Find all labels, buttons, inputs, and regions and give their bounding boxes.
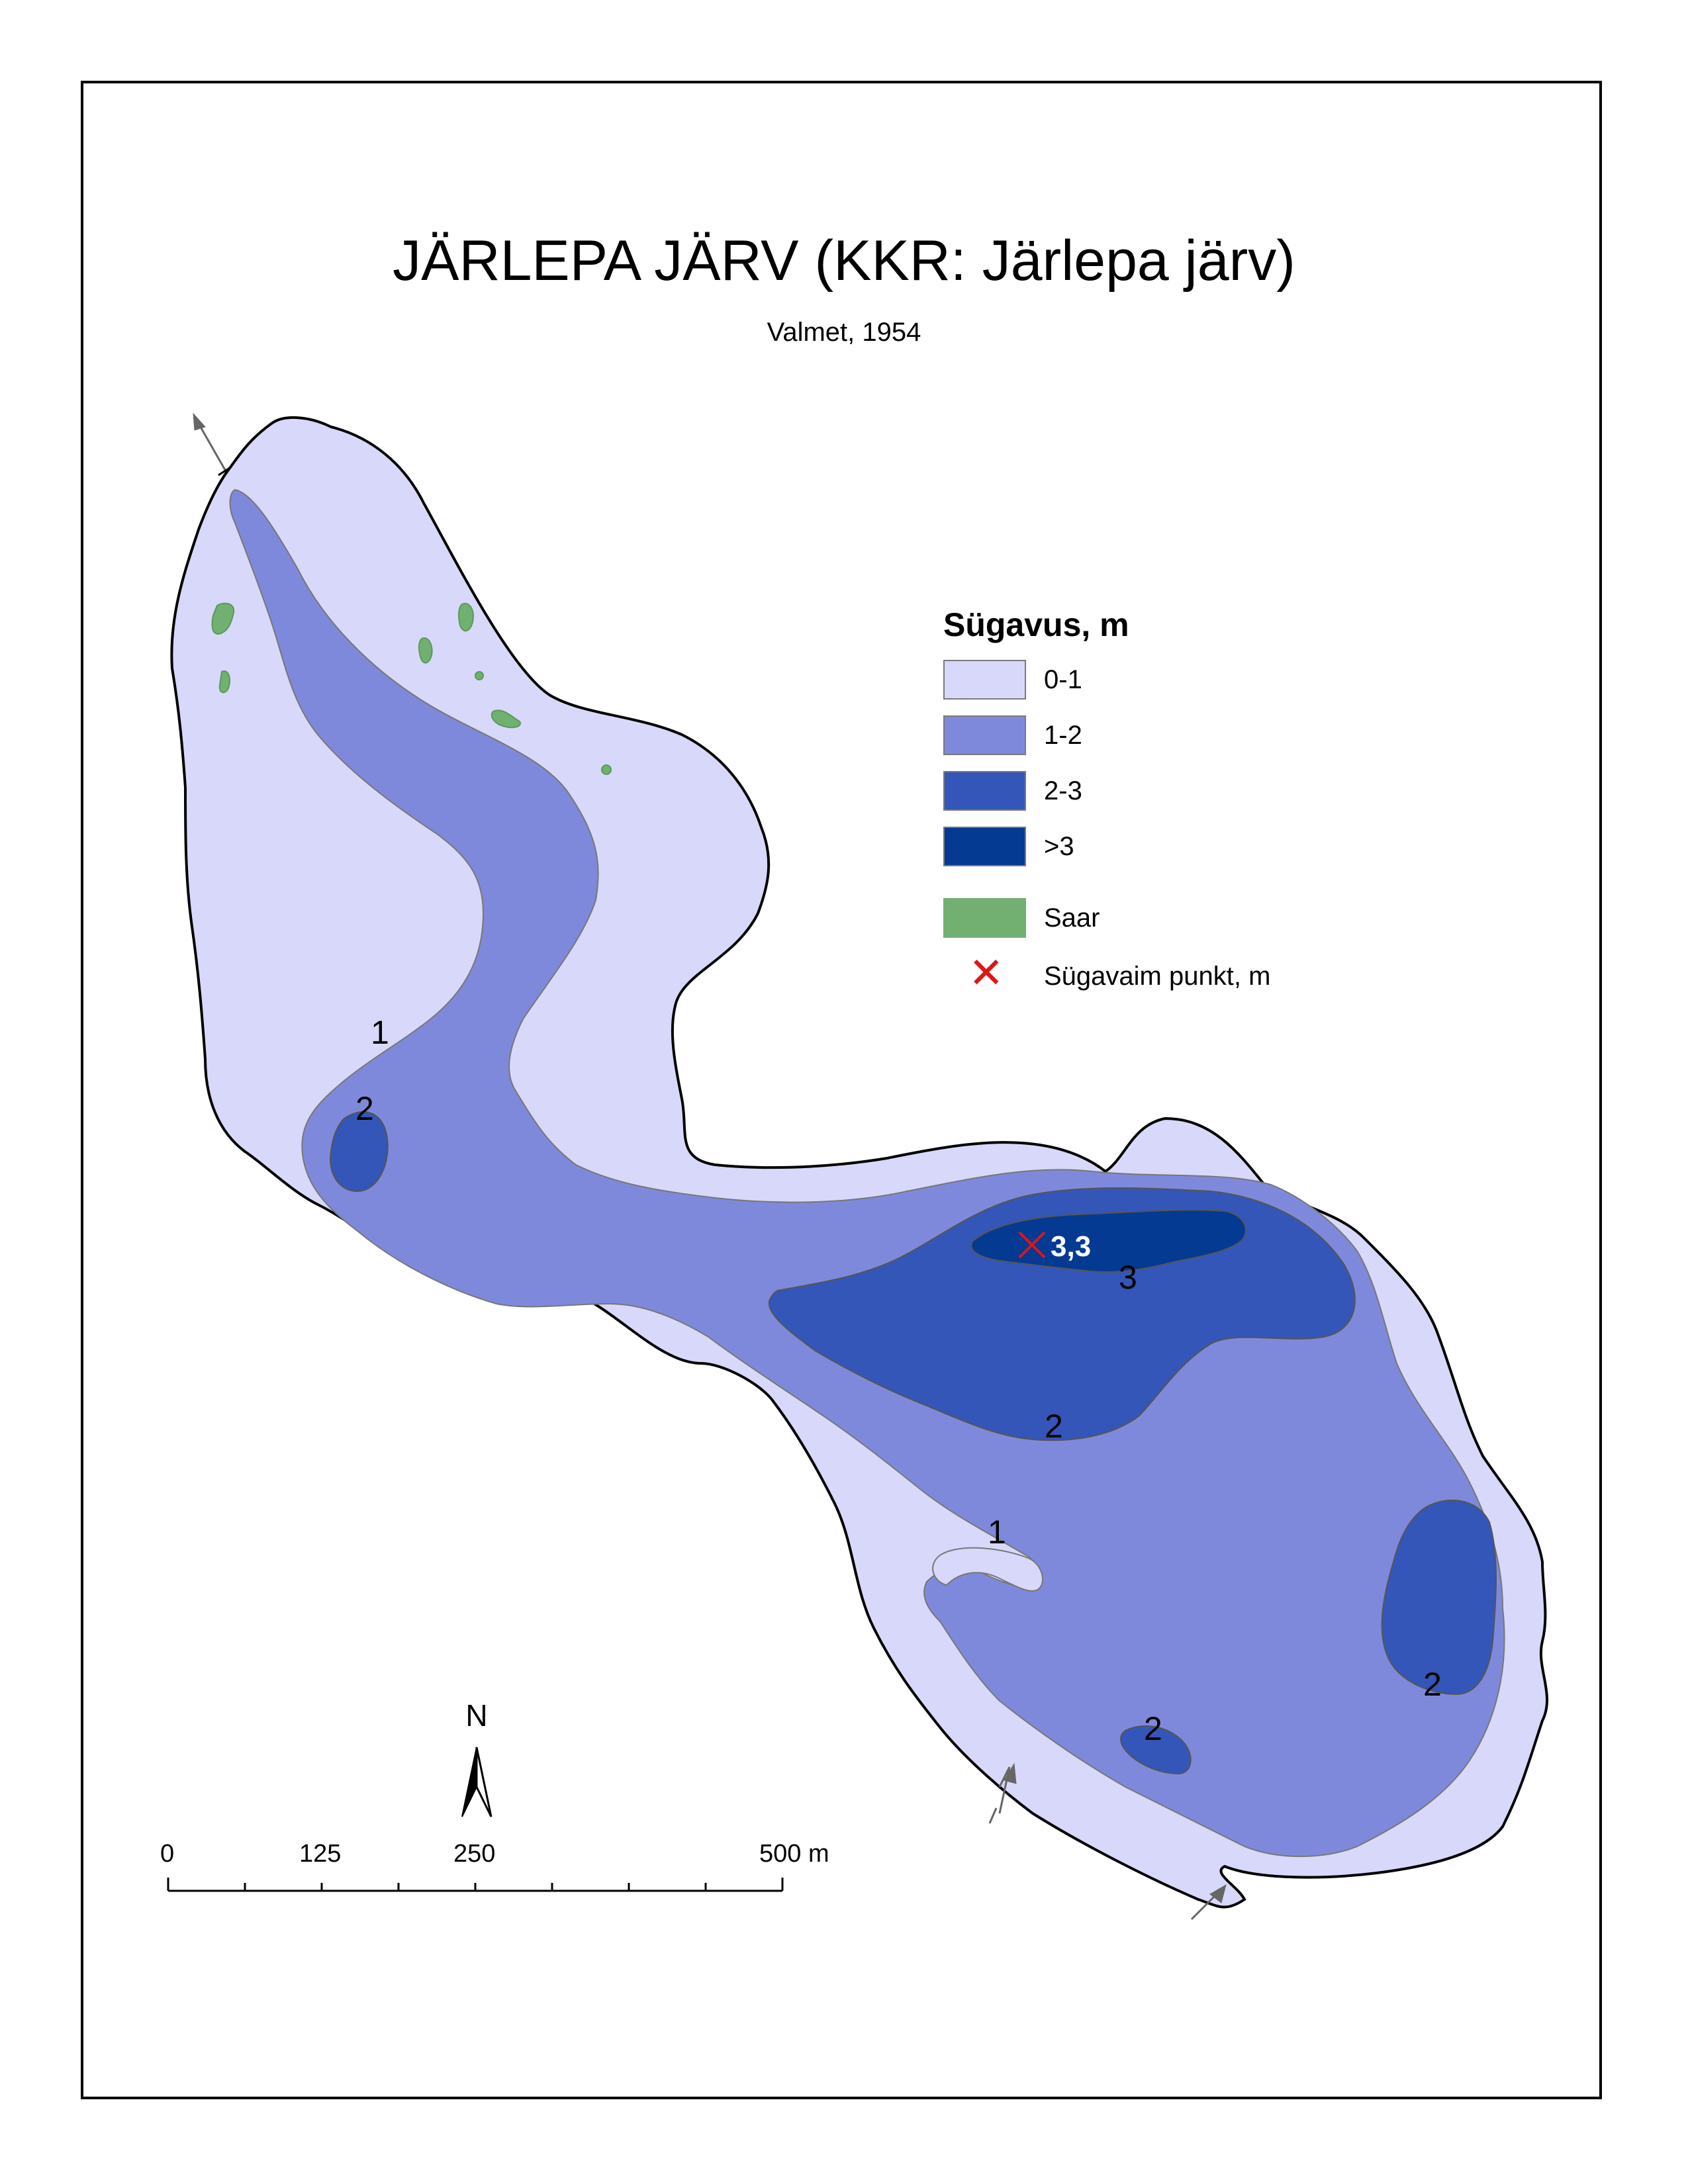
legend-title: Sügavus, m [943, 606, 1129, 643]
island [458, 602, 474, 632]
island [475, 671, 484, 680]
island [418, 637, 433, 664]
flow-arrows [193, 412, 1227, 1921]
deepest-point-value: 3,3 [1051, 1230, 1092, 1263]
island [211, 602, 235, 635]
depth-label: 2 [1144, 1710, 1162, 1747]
island [601, 764, 612, 775]
north-label: N [465, 1698, 488, 1733]
inflow-arrow-se2 [1209, 1884, 1227, 1903]
depth-label: 2 [1045, 1408, 1063, 1445]
legend-swatch [943, 898, 1026, 938]
map-frame [81, 81, 1602, 2099]
map-title: JÄRLEPA JÄRV (KKR: Järlepa järv) [393, 229, 1295, 293]
legend-item-deepest-point: ✕ Sügavaim punkt, m [943, 952, 1407, 999]
north-arrow: N [450, 1698, 503, 1830]
legend-label: 0-1 [1044, 665, 1082, 694]
scale-label-0: 0 [160, 1840, 175, 1868]
legend-label: Sügavaim punkt, m [1044, 962, 1271, 991]
depth-label: 1 [988, 1514, 1006, 1551]
legend-swatch [943, 660, 1026, 700]
scale-label-500: 500 m [759, 1840, 829, 1868]
legend-item-saar: Saar [943, 898, 1407, 940]
island [218, 670, 230, 694]
islands [211, 602, 612, 775]
shallow-inlet [932, 1547, 1043, 1592]
scale-label-250: 250 [453, 1840, 496, 1868]
depth-label: 2 [1423, 1666, 1442, 1703]
legend-label: 2-3 [1044, 776, 1082, 805]
depth-label: 2 [355, 1090, 374, 1127]
legend-swatch [943, 715, 1026, 755]
legend-item-1-2: 1-2 [943, 715, 1407, 758]
outflow-arrow-nw [193, 412, 206, 431]
map-subtitle: Valmet, 1954 [767, 318, 921, 347]
scale-bar: 0 125 250 500 m [152, 1840, 880, 1913]
depth-zone-2-3-south [1120, 1725, 1192, 1775]
island [491, 709, 521, 729]
depth-label: 3 [1119, 1259, 1137, 1296]
depth-label: 1 [371, 1014, 389, 1051]
legend-label: >3 [1044, 832, 1074, 861]
deepest-point-marker [1018, 1231, 1046, 1259]
depth-zone-1-2 [229, 488, 1505, 1857]
scale-label-125: 125 [299, 1840, 342, 1868]
scale-bar-line [167, 1878, 784, 1892]
depth-zone-2-3-nw [330, 1111, 389, 1193]
depth-zone-2-3-east [1381, 1499, 1497, 1696]
legend: Sügavus, m 0-1 1-2 2-3 >3 Saar ✕ Sügavai… [943, 606, 1407, 1016]
legend-item-0-1: 0-1 [943, 660, 1407, 702]
legend-label: Saar [1044, 903, 1100, 933]
depth-zone-over-3 [970, 1209, 1246, 1273]
deepest-point-icon: ✕ [968, 949, 1004, 998]
north-arrow-icon [461, 1747, 492, 1817]
legend-swatch [943, 771, 1026, 811]
legend-label: 1-2 [1044, 721, 1082, 750]
legend-item-over-3: >3 [943, 827, 1407, 869]
inflow-arrow-se1 [1004, 1762, 1017, 1784]
legend-swatch [943, 827, 1026, 866]
legend-item-2-3: 2-3 [943, 771, 1407, 813]
